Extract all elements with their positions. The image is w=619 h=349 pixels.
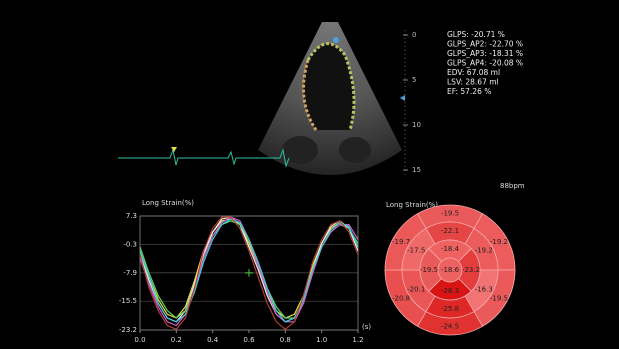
x-tick-label: 1.0 [316, 336, 327, 344]
segment-label: -19.2 [475, 247, 493, 255]
segment-label: -28.3 [441, 287, 459, 295]
y-tick-label: -15.5 [119, 297, 137, 305]
y-tick-label: -0.3 [123, 240, 137, 248]
depth-tick-label: 5 [412, 76, 416, 84]
x-tick-label: 0.4 [207, 336, 219, 344]
stat-line: LSV: 28.67 ml [447, 78, 499, 87]
stat-line: EF: 57.26 % [447, 87, 491, 96]
segment-label: -19.5 [420, 266, 438, 274]
segment-label: -17.5 [407, 247, 425, 255]
stat-line: GLPS_AP4: -20.08 % [447, 59, 523, 68]
x-tick-label: 0.0 [134, 336, 145, 344]
stat-line: GLPS: -20.71 % [447, 30, 505, 39]
segment-label: -16.3 [475, 286, 493, 294]
stat-line: GLPS_AP3: -18.31 % [447, 49, 523, 58]
stat-line: EDV: 67.08 ml [447, 68, 500, 77]
x-tick-label: 0.8 [280, 336, 291, 344]
segment-label: -23.2 [462, 266, 480, 274]
segment-label: -22.1 [441, 227, 459, 235]
chart-title: Long Strain(%) [142, 199, 194, 207]
segment-label: -18.4 [441, 245, 460, 253]
segment-label: -25.8 [441, 305, 459, 313]
stat-line: GLPS_AP2: -22.70 % [447, 40, 523, 49]
y-tick-label: 7.3 [126, 212, 137, 220]
segment-label: -19.5 [441, 210, 459, 218]
segment-label: -19.5 [490, 294, 508, 302]
page: 88bpm Long Strain(%) (s) Long Strain(%) … [0, 0, 619, 349]
heart-rate: 88bpm [500, 182, 525, 190]
x-tick-label: 0.6 [243, 336, 255, 344]
segment-label: -20.8 [392, 294, 410, 302]
y-tick-label: -23.2 [119, 326, 137, 334]
segment-label: -18.6 [441, 266, 460, 274]
screen: 88bpm Long Strain(%) (s) Long Strain(%) … [0, 0, 619, 349]
segment-label: -19.2 [490, 238, 508, 246]
segment-label: -19.7 [392, 238, 410, 246]
y-tick-label: -7.9 [123, 269, 137, 277]
segment-label: -24.5 [441, 323, 459, 331]
depth-tick-label: 10 [412, 121, 421, 129]
x-tick-label: 1.2 [352, 336, 363, 344]
depth-tick-label: 0 [412, 31, 416, 39]
x-tick-label: 0.2 [171, 336, 182, 344]
x-axis-label: (s) [362, 323, 371, 331]
depth-tick-label: 15 [412, 166, 421, 174]
segment-label: -20.1 [407, 286, 425, 294]
